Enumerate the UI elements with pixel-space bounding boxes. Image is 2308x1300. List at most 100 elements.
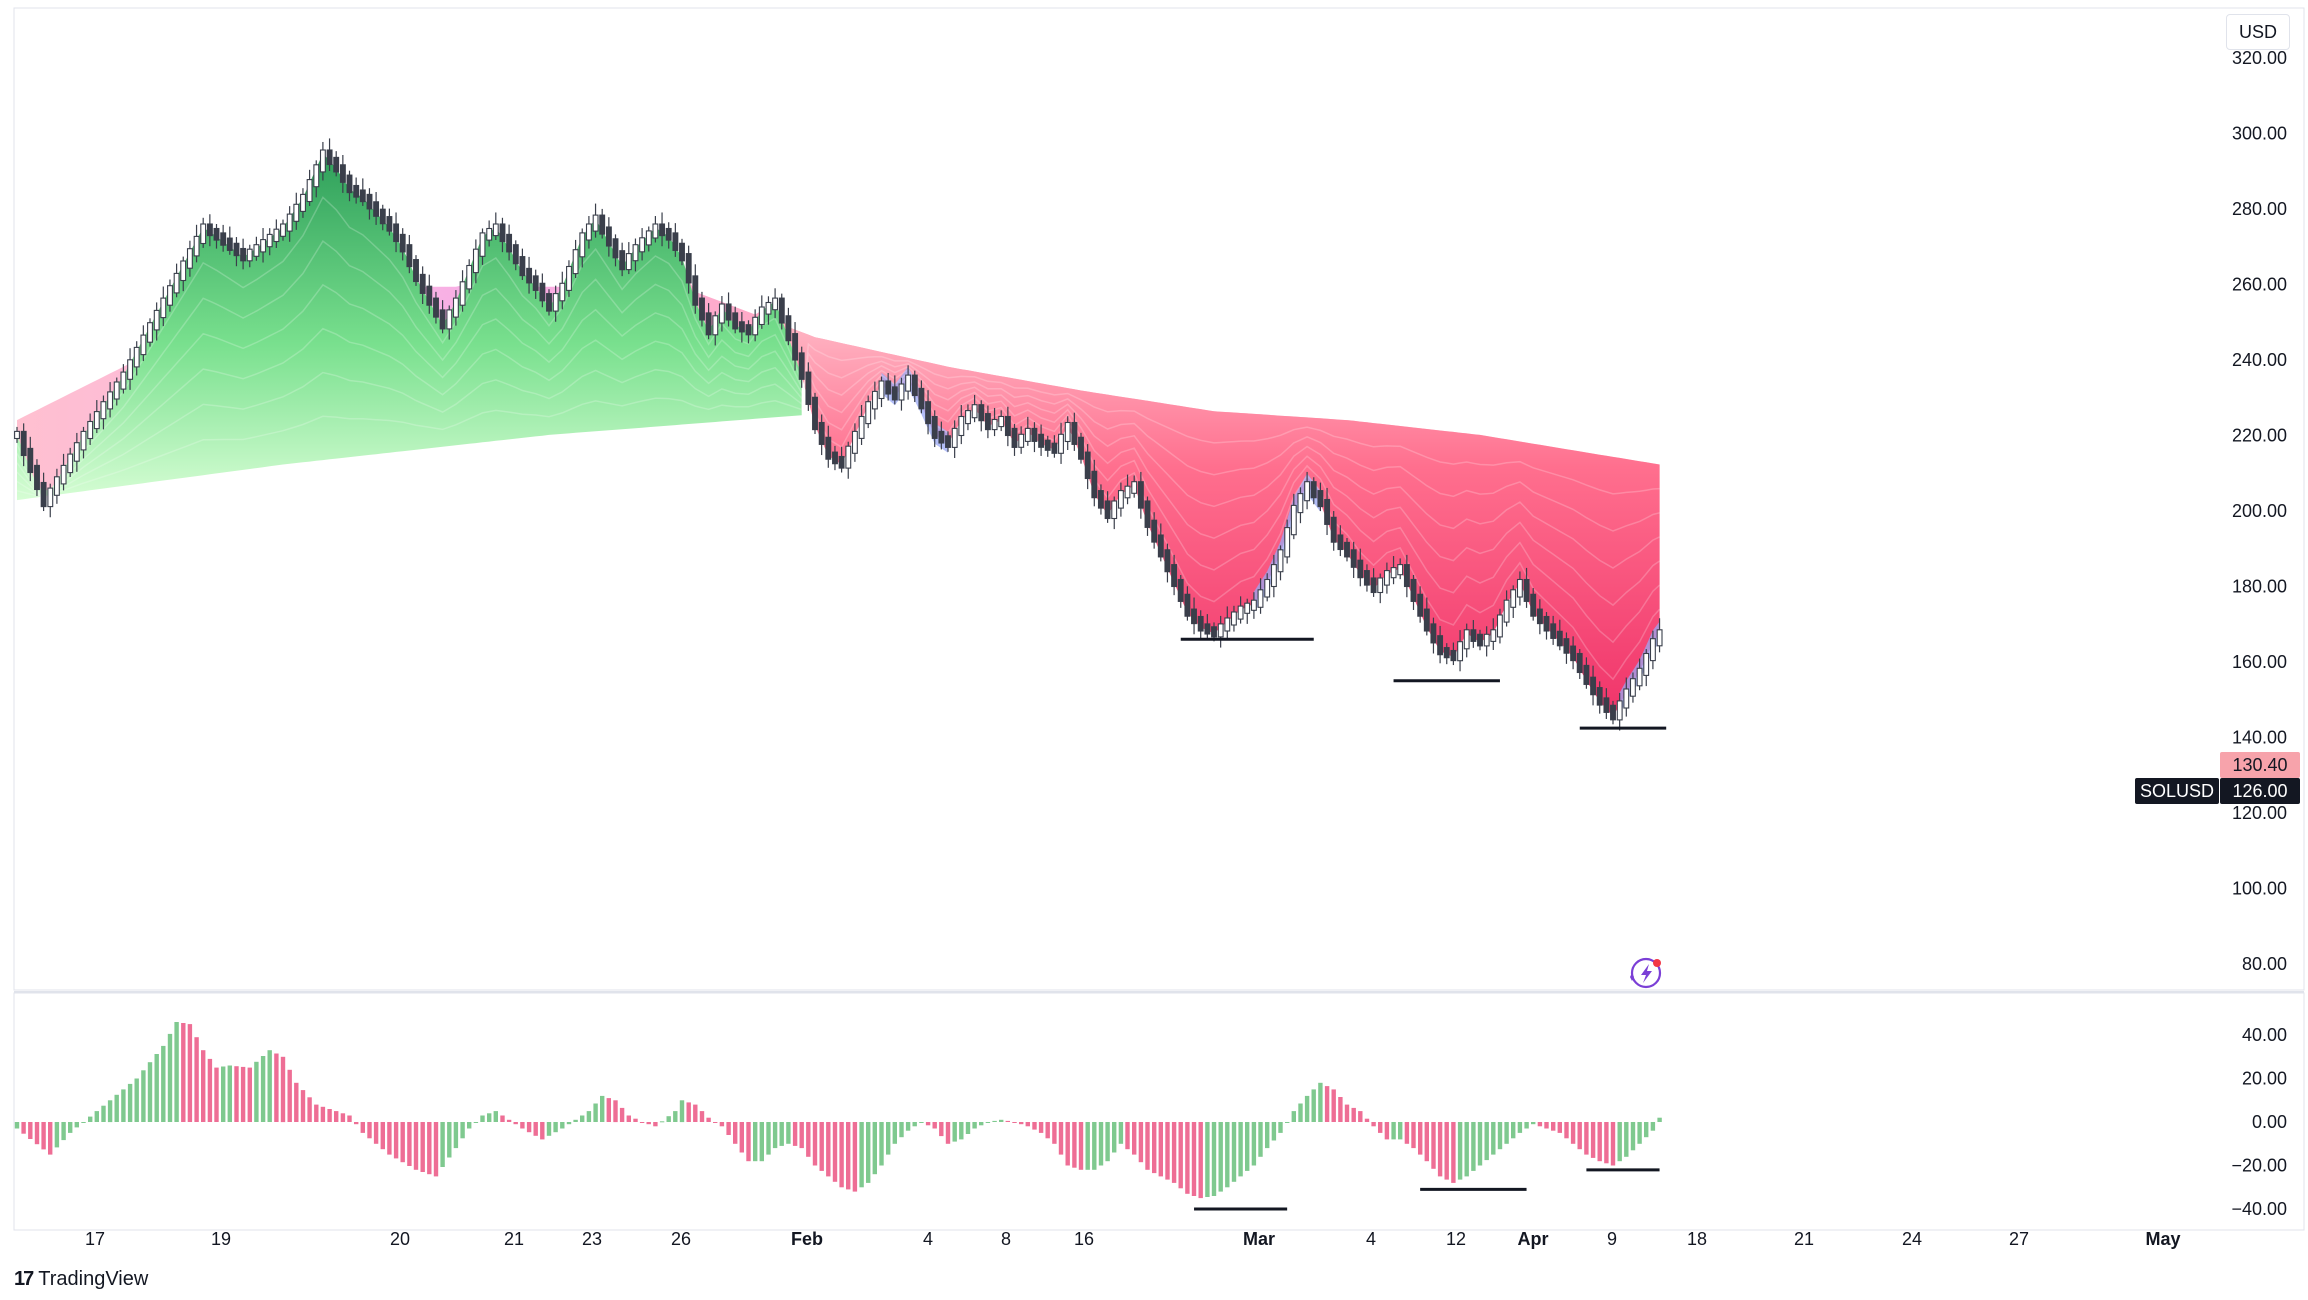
histogram-bar	[899, 1122, 904, 1138]
candle	[1011, 427, 1018, 448]
candle	[1410, 578, 1417, 602]
histogram-bar	[34, 1122, 40, 1145]
histogram-bar	[726, 1122, 731, 1135]
histogram-bar	[832, 1122, 838, 1182]
indicator-axis[interactable]: 40.00 20.00 0.00 −20.00 −40.00	[2231, 1025, 2287, 1219]
histogram-bar	[1138, 1122, 1144, 1163]
histogram-bar	[340, 1113, 346, 1122]
histogram-bar	[932, 1122, 937, 1129]
candle	[1490, 629, 1497, 642]
candle	[186, 248, 193, 269]
candle	[1237, 605, 1244, 620]
candle	[958, 415, 965, 437]
histogram-bar	[300, 1090, 306, 1122]
histogram-bar	[1637, 1122, 1642, 1144]
candle	[173, 272, 180, 294]
candle	[399, 233, 406, 253]
candle	[798, 352, 805, 380]
histogram-bar	[919, 1122, 924, 1123]
candle	[393, 223, 400, 243]
histogram-bar	[779, 1122, 784, 1146]
histogram-bar	[214, 1067, 219, 1122]
histogram-bar	[367, 1122, 372, 1139]
candle	[1137, 481, 1144, 509]
bolt-icon[interactable]	[1630, 957, 1662, 989]
ribbon-green-fill	[17, 153, 802, 501]
histogram-bar	[1038, 1122, 1044, 1133]
candle	[113, 381, 120, 400]
candle	[1084, 451, 1091, 480]
candle	[266, 233, 273, 248]
candle	[1191, 608, 1197, 625]
histogram-bar	[1265, 1122, 1270, 1149]
indicator-tick-label: −20.00	[2231, 1156, 2287, 1176]
histogram-bar	[1537, 1122, 1543, 1127]
candle	[679, 242, 685, 262]
histogram-bar	[633, 1118, 638, 1122]
histogram-bar	[799, 1122, 804, 1149]
histogram-bar	[1497, 1122, 1503, 1150]
histogram-bar	[626, 1115, 631, 1122]
candle	[632, 244, 639, 262]
histogram-bars	[14, 1022, 1662, 1199]
candle	[459, 281, 466, 306]
time-tick-label: Apr	[1518, 1229, 1549, 1249]
histogram-bar	[500, 1115, 505, 1122]
candle	[366, 193, 373, 210]
histogram-bar	[1158, 1122, 1163, 1177]
candle	[1430, 623, 1437, 644]
candle	[439, 309, 446, 330]
histogram-bar	[886, 1122, 891, 1155]
histogram-bar	[347, 1115, 352, 1122]
histogram-bar	[287, 1069, 292, 1122]
candle	[645, 230, 652, 246]
candle	[672, 232, 679, 251]
brand[interactable]: 17 TradingView	[14, 1268, 148, 1291]
histogram-bar	[1152, 1122, 1157, 1174]
histogram-bar	[1570, 1122, 1576, 1144]
histogram-bar	[1411, 1122, 1416, 1149]
time-axis[interactable]: 17 19 20 21 23 26 Feb 4 8 16 Mar 4 12 Apr 9 18 21 24 27 May	[85, 1229, 2181, 1249]
time-tick-label: 8	[1001, 1229, 1011, 1249]
candle	[147, 322, 153, 343]
candle	[1510, 589, 1517, 608]
price-tick-label: 240.00	[2232, 350, 2287, 370]
histogram-bar	[513, 1122, 518, 1125]
candle	[140, 334, 147, 356]
histogram-bar	[1165, 1122, 1170, 1180]
histogram-bar	[81, 1122, 86, 1123]
price-axis[interactable]: 320.00 300.00 280.00 260.00 240.00 220.00 200.…	[2232, 48, 2287, 974]
histogram-bar	[68, 1122, 73, 1133]
histogram-bar	[912, 1122, 917, 1127]
histogram-bar	[41, 1122, 46, 1150]
histogram-bar	[1477, 1122, 1483, 1166]
candle	[579, 232, 586, 258]
histogram-bar	[1391, 1122, 1396, 1140]
indicator-pane[interactable]	[13, 992, 2305, 1231]
candle	[426, 285, 433, 306]
histogram-bar	[94, 1111, 99, 1122]
tradingview-logo-icon: 17	[14, 1268, 34, 1290]
candle	[984, 413, 991, 431]
candle	[585, 223, 592, 241]
candle	[446, 309, 453, 330]
currency-selector[interactable]: USD	[2226, 14, 2290, 50]
histogram-bar	[1378, 1122, 1383, 1133]
histogram-bar	[314, 1104, 319, 1122]
histogram-bar	[972, 1122, 977, 1129]
histogram-bar	[666, 1116, 671, 1122]
histogram-bar	[1604, 1122, 1609, 1164]
candle	[1397, 564, 1404, 576]
candle	[1383, 570, 1390, 586]
histogram-bar	[1118, 1122, 1124, 1144]
ribbon-band-line	[16, 240, 1661, 644]
candle	[619, 250, 626, 271]
candle	[1038, 433, 1045, 448]
candle	[313, 164, 320, 188]
histogram-bar	[580, 1115, 585, 1122]
candle	[812, 396, 818, 431]
candle	[905, 374, 912, 392]
candle	[1357, 559, 1364, 579]
price-tick-label: 80.00	[2242, 954, 2287, 974]
